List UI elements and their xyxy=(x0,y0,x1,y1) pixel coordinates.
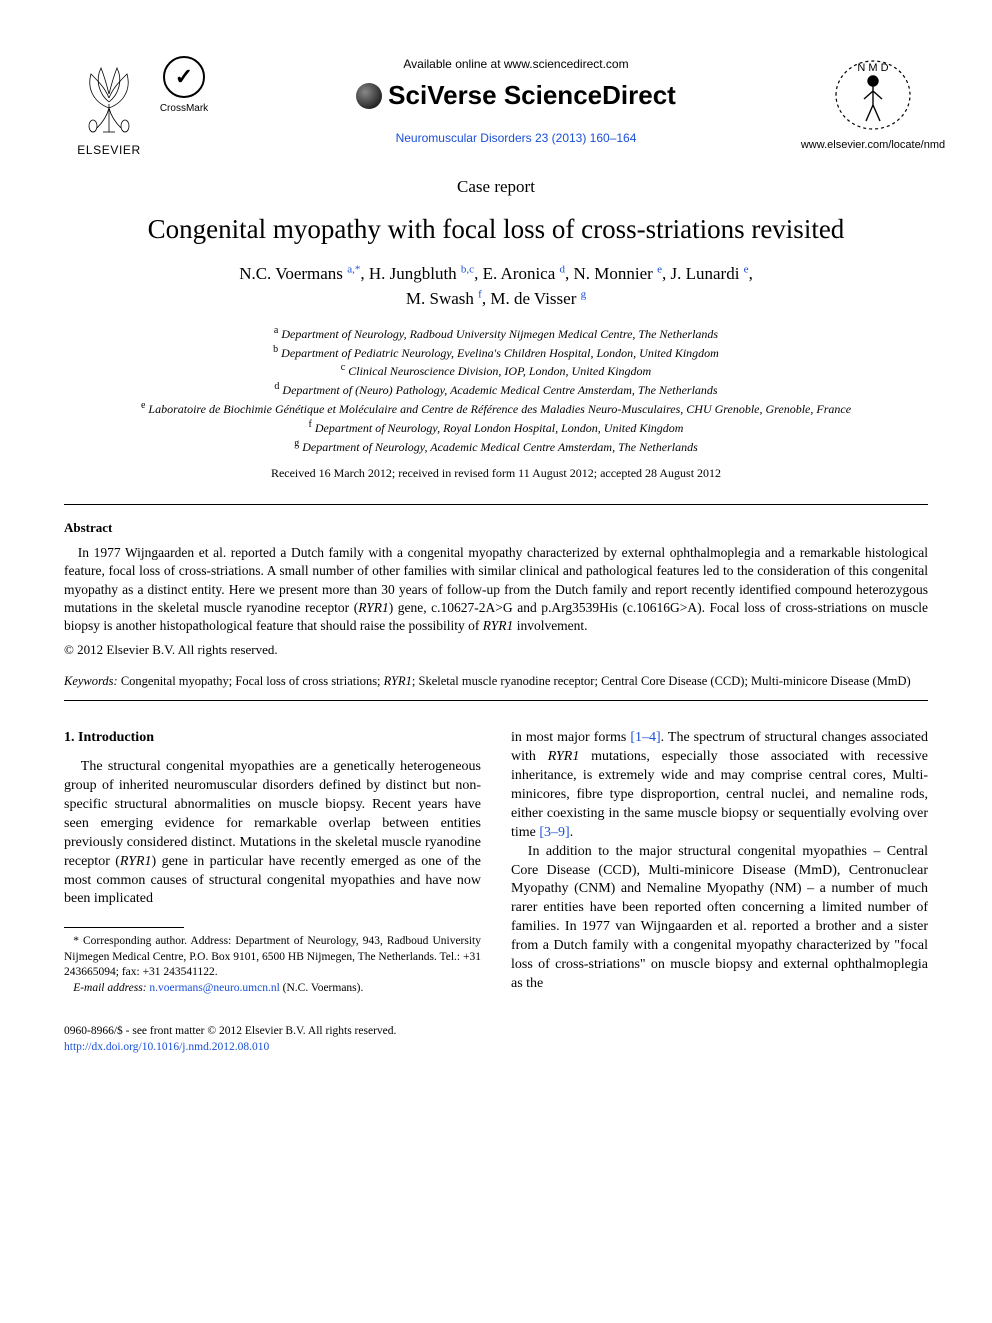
header-row: ELSEVIER CrossMark Available online at w… xyxy=(64,56,928,158)
elsevier-label: ELSEVIER xyxy=(77,142,141,158)
abstract-body: In 1977 Wijngaarden et al. reported a Du… xyxy=(64,544,928,635)
article-title: Congenital myopathy with focal loss of c… xyxy=(64,213,928,247)
article-dates: Received 16 March 2012; received in revi… xyxy=(64,465,928,481)
abstract-heading: Abstract xyxy=(64,519,928,537)
crossmark-block[interactable]: CrossMark xyxy=(154,56,214,116)
intro-para-2: in most major forms [1–4]. The spectrum … xyxy=(511,729,928,842)
issn-line: 0960-8966/$ - see front matter © 2012 El… xyxy=(64,1024,481,1040)
intro-para-1: The structural congenital myopathies are… xyxy=(64,758,481,909)
authors-line: N.C. Voermans a,*, H. Jungbluth b,c, E. … xyxy=(64,261,928,312)
keywords-text: Congenital myopathy; Focal loss of cross… xyxy=(121,674,911,688)
affiliations: a Department of Neurology, Radboud Unive… xyxy=(64,324,928,456)
email-who: (N.C. Voermans). xyxy=(283,982,364,994)
rule-below-keywords xyxy=(64,700,928,701)
crossmark-label: CrossMark xyxy=(160,102,208,116)
header-center: Available online at www.sciencedirect.co… xyxy=(214,56,818,146)
elsevier-tree-icon xyxy=(71,56,147,138)
nmd-logo-icon: N M D xyxy=(827,56,919,134)
intro-para-3: In addition to the major structural cong… xyxy=(511,843,928,994)
brand-orb-icon xyxy=(356,83,382,109)
journal-logo-block: N M D www.elsevier.com/locate/nmd xyxy=(818,56,928,153)
keywords-block: Keywords: Congenital myopathy; Focal los… xyxy=(64,673,928,691)
footnote-rule xyxy=(64,927,184,928)
rule-above-abstract xyxy=(64,504,928,505)
doi-link[interactable]: http://dx.doi.org/10.1016/j.nmd.2012.08.… xyxy=(64,1040,481,1056)
abstract-copyright: © 2012 Elsevier B.V. All rights reserved… xyxy=(64,641,928,659)
body-columns: 1. Introduction The structural congenita… xyxy=(64,729,928,1055)
svg-text:N M D: N M D xyxy=(857,62,888,74)
email-footnote: E-mail address: n.voermans@neuro.umcn.nl… xyxy=(64,981,481,997)
email-label: E-mail address: xyxy=(73,982,146,994)
site-url[interactable]: www.elsevier.com/locate/nmd xyxy=(801,138,945,153)
email-link[interactable]: n.voermans@neuro.umcn.nl xyxy=(149,982,279,994)
elsevier-logo-block: ELSEVIER xyxy=(64,56,154,158)
crossmark-icon xyxy=(163,56,205,98)
corresponding-author-footnote: * Corresponding author. Address: Departm… xyxy=(64,934,481,981)
brand-text: SciVerse ScienceDirect xyxy=(388,78,676,113)
journal-reference-link[interactable]: Neuromuscular Disorders 23 (2013) 160–16… xyxy=(224,130,808,146)
available-at-text: Available online at www.sciencedirect.co… xyxy=(224,56,808,72)
keywords-label: Keywords: xyxy=(64,674,118,688)
footnote-block: * Corresponding author. Address: Departm… xyxy=(64,927,481,1055)
footer-block: 0960-8966/$ - see front matter © 2012 El… xyxy=(64,1024,481,1055)
section1-heading: 1. Introduction xyxy=(64,729,481,748)
brand-row: SciVerse ScienceDirect xyxy=(356,78,676,113)
article-type: Case report xyxy=(64,176,928,199)
